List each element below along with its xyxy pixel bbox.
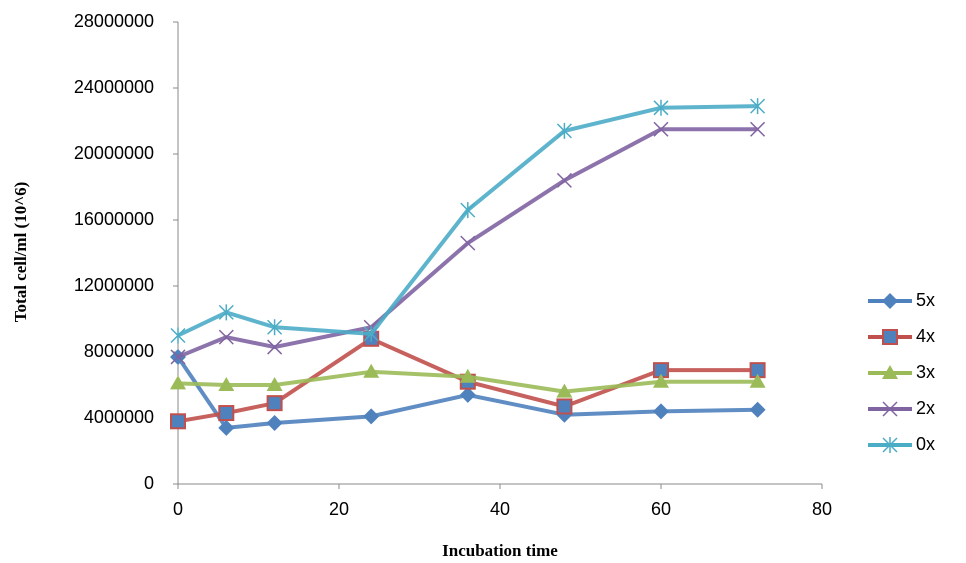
marker [170, 349, 186, 365]
marker [653, 121, 669, 137]
series-line [177, 127, 758, 359]
marker [218, 377, 235, 391]
series-line [177, 104, 758, 338]
marker [363, 408, 380, 425]
marker [218, 419, 235, 436]
marker [460, 202, 476, 219]
marker [556, 398, 573, 415]
x-tick-label: 80 [812, 499, 832, 519]
marker [882, 293, 898, 309]
marker [363, 325, 379, 342]
x-axis-title: Incubation time [442, 541, 558, 560]
y-tick-label: 20000000 [74, 143, 154, 163]
marker [882, 329, 898, 345]
x-tick-label: 20 [329, 499, 349, 519]
legend-label: 5x [916, 290, 935, 310]
marker [460, 235, 476, 251]
marker [749, 401, 766, 418]
marker [459, 368, 476, 383]
marker [266, 414, 283, 431]
x-tick-label: 60 [651, 499, 671, 519]
legend-label: 3x [916, 362, 935, 382]
marker [653, 373, 669, 388]
marker [882, 401, 898, 417]
marker [218, 329, 234, 345]
marker [267, 319, 283, 336]
legend-label: 2x [916, 398, 935, 418]
marker [459, 386, 476, 403]
marker [653, 99, 669, 116]
y-tick-label: 4000000 [84, 407, 154, 427]
marker [266, 377, 283, 391]
marker [363, 363, 380, 378]
y-tick-label: 24000000 [74, 77, 154, 97]
marker [218, 405, 235, 422]
y-tick-label: 28000000 [74, 11, 154, 31]
marker [266, 395, 283, 412]
marker [170, 413, 186, 430]
y-tick-label: 8000000 [84, 341, 154, 361]
series-line [176, 355, 758, 430]
marker [267, 339, 283, 355]
legend-label: 0x [916, 434, 935, 454]
x-tick-label: 40 [490, 499, 510, 519]
y-tick-label: 0 [144, 473, 154, 493]
marker [556, 172, 572, 188]
marker [556, 122, 572, 139]
y-axis-title: Total cell/ml (10^6) [11, 182, 30, 323]
series-line [177, 369, 758, 394]
y-tick-label: 16000000 [74, 209, 154, 229]
marker [218, 304, 234, 321]
marker [882, 437, 898, 453]
marker [749, 373, 766, 388]
marker [170, 327, 186, 344]
marker [882, 365, 898, 379]
marker [750, 98, 766, 115]
marker [653, 403, 669, 420]
marker [556, 383, 573, 398]
y-tick-label: 12000000 [74, 275, 154, 295]
marker [170, 375, 186, 390]
x-tick-label: 0 [173, 499, 183, 519]
series-line [177, 336, 758, 424]
legend-label: 4x [916, 326, 935, 346]
marker [750, 121, 766, 137]
